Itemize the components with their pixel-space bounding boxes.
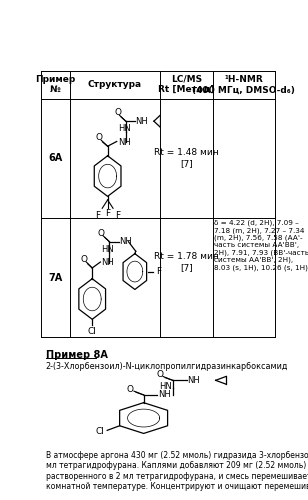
Text: Структура: Структура <box>88 80 142 89</box>
Text: Rt = 1.48 мин
[7]: Rt = 1.48 мин [7] <box>154 148 219 168</box>
Text: В атмосфере аргона 430 мг (2.52 ммоль) гидразида 3-хлорбензойной кислоты вводятс: В атмосфере аргона 430 мг (2.52 ммоль) г… <box>46 451 308 491</box>
Text: ¹H-NMR
(400 МГц, DMSO-d₆): ¹H-NMR (400 МГц, DMSO-d₆) <box>192 75 295 94</box>
Text: 2-(3-Хлорбензоил)-N-циклопропилгидразинкарбоксамид: 2-(3-Хлорбензоил)-N-циклопропилгидразинк… <box>46 362 288 371</box>
Text: LC/MS
Rt [Метод]: LC/MS Rt [Метод] <box>158 75 215 94</box>
Text: 6A: 6A <box>48 153 62 163</box>
Text: Rt = 1.78 мин
[7]: Rt = 1.78 мин [7] <box>154 252 219 272</box>
Text: δ = 4.22 (d, 2H), 7.09 –
7.18 (m, 2H), 7.27 – 7.34
(m, 2H), 7.56, 7.58 (AA'-
час: δ = 4.22 (d, 2H), 7.09 – 7.18 (m, 2H), 7… <box>214 220 308 271</box>
Text: Пример 8А: Пример 8А <box>46 350 107 360</box>
Text: 7A: 7A <box>48 272 62 282</box>
Text: Пример
№: Пример № <box>35 75 75 94</box>
